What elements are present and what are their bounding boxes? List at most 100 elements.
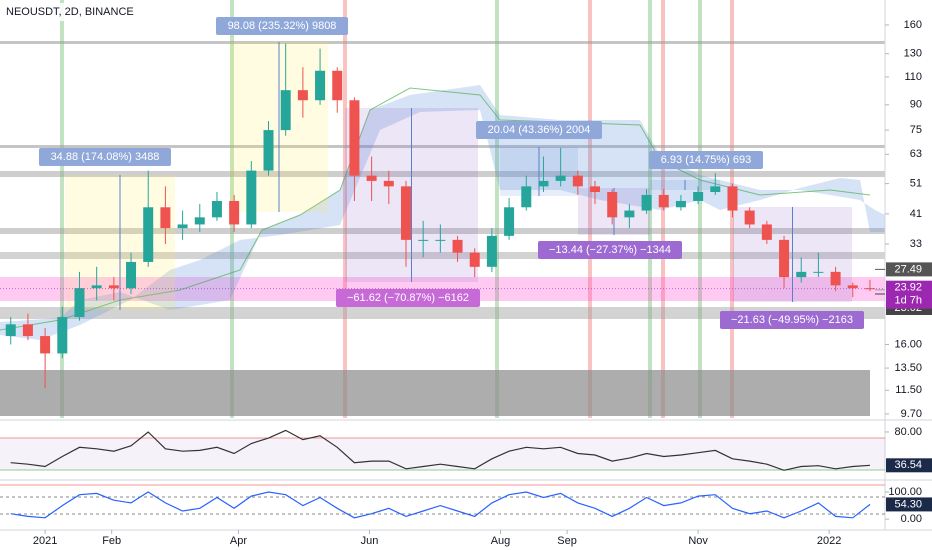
y-tick-label: 130 [904,48,922,60]
rsi-badge: 36.54 [894,459,922,471]
candle-body [641,194,652,211]
candle-body [91,285,102,289]
y-tick-label: 160 [904,19,922,31]
candle-body [504,207,515,236]
measure-label-bg [538,241,682,259]
candle-body [830,271,841,286]
measure-label-bg [216,17,348,35]
countdown-label: 1d 7h [894,295,922,307]
sell-stripe [343,0,347,418]
candle-body [22,324,33,337]
candle-body [796,271,807,278]
candle-body [435,239,446,241]
x-tick-label: Jun [361,535,379,547]
measure-label-bg [649,151,763,169]
candle-body [710,186,721,193]
candle-body [160,207,171,229]
y-tick-label: 11.50 [895,384,922,396]
stoch_rsi-badge: 54.30 [894,498,922,510]
measure-label: 98.08 (235.32%) 9808 [228,20,337,32]
measure-label: 20.04 (43.36%) 2004 [488,124,591,136]
plot [5,43,875,388]
candle-body [5,324,16,337]
candle-body [538,180,549,187]
candle-body [418,239,429,241]
candle-body [658,194,669,208]
candle-body [126,261,137,289]
rsi-badge-bg [886,458,932,473]
y-tick-label: 13.50 [894,362,922,374]
candle-body [246,170,257,225]
candle-body [607,192,618,218]
buy-stripe [698,0,702,418]
candle-body [744,210,755,225]
y-tick-label: 33 [910,238,922,250]
measure-label-bg [476,121,602,139]
candle-body [349,100,360,176]
x-tick-label: Feb [102,535,121,547]
candle-body [383,180,394,187]
stoch_rsi-line [10,491,871,519]
x-tick-label: 2021 [33,535,57,547]
measure-label: 6.93 (14.75%) 693 [661,154,752,166]
y-tick-label: 51 [910,178,922,190]
candle-body [590,186,601,193]
y-tick-label: 9.70 [901,408,922,420]
candle-body [57,317,68,354]
candle-body [452,239,463,253]
chart-title: NEOUSDT, 2D, BINANCE [6,6,134,18]
candle-body [624,210,635,218]
candle-body [263,130,274,171]
candle-body [177,224,188,229]
candle-body [779,239,790,278]
rsi-line [10,429,871,471]
y-tick-label: 90 [910,99,922,111]
x-tick-label: Aug [491,535,511,547]
candle-body [280,90,291,131]
zones [0,41,885,416]
measure-label-bg [336,289,480,307]
x-tick-label: Nov [688,535,708,547]
candle-body [366,175,377,181]
last-price-label: 23.92 [894,282,922,294]
measure-label: −13.44 (−27.37%) −1344 [549,244,671,256]
baseline-line [0,87,871,331]
candle-body [108,285,119,289]
candle-body [847,285,858,289]
y-tick-label: 63 [910,148,922,160]
candle-body [521,186,532,208]
y-tick-label: 16.00 [894,338,922,350]
measurements: 34.88 (174.08%) 3488 98.08 (235.32%) 9808… [39,17,864,329]
buy-stripe [495,0,499,418]
sell-stripe [661,0,665,418]
x-tick-label: Sep [557,535,577,547]
candle-body [555,175,566,181]
candle-body [297,90,308,101]
candle-body [469,252,480,267]
level-band [0,145,885,148]
level-band [0,228,885,234]
price-level-label-bg [886,262,932,277]
measure-label: −61.62 (−70.87%) −6162 [347,292,469,304]
rsi-band [0,438,885,470]
title-bg [0,3,140,21]
y-tick-label: 80.00 [894,426,922,438]
candle-body [229,200,240,225]
y-tick-label: 110 [904,71,922,83]
candle-body [813,271,824,273]
measure-label: −21.63 (−49.95%) −2163 [731,314,853,326]
candle-body [486,235,497,267]
buy-stripe [60,0,64,418]
y-tick-label: 75 [910,124,922,136]
candle-body [727,186,738,211]
candle-body [211,200,222,218]
last-price-bg [886,280,932,309]
candle-body [572,175,583,187]
candle-body [143,207,154,262]
x-tick-label: Apr [230,535,247,547]
candle-body [194,217,205,225]
level-band [0,307,885,319]
candle-body [74,288,85,318]
